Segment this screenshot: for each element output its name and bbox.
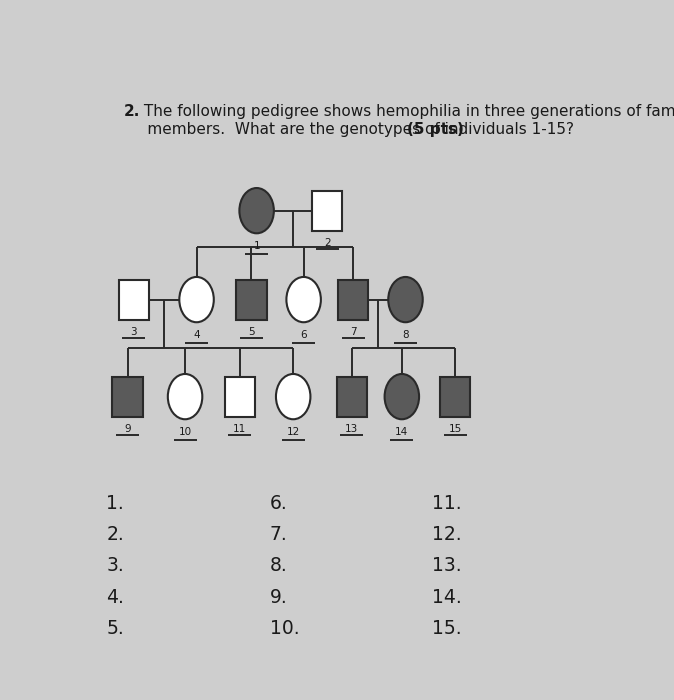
Ellipse shape [239,188,274,233]
Text: 7.: 7. [270,525,287,544]
Text: 3: 3 [131,326,137,337]
Bar [440,377,470,416]
Bar [338,280,369,319]
Text: 6: 6 [301,330,307,340]
Ellipse shape [179,277,214,322]
Text: 7: 7 [350,326,357,337]
Ellipse shape [385,374,419,419]
Bar [224,377,255,416]
Text: 1: 1 [253,241,260,251]
Bar [119,280,149,319]
Bar [237,280,266,319]
Text: 12.: 12. [431,525,461,544]
Text: 2.: 2. [123,104,140,120]
Ellipse shape [276,374,311,419]
Text: 12: 12 [286,427,300,438]
Text: 8: 8 [402,330,409,340]
Text: 10: 10 [179,427,191,438]
Bar [312,190,342,230]
Text: 9: 9 [124,424,131,433]
Text: (5 pts): (5 pts) [407,122,464,137]
Text: 15: 15 [448,424,462,433]
Text: members.  What are the genotypes of individuals 1-15?: members. What are the genotypes of indiv… [123,122,579,137]
Text: 15.: 15. [431,619,461,638]
Text: 4.: 4. [106,587,124,607]
Text: 2: 2 [324,237,330,248]
Text: 3.: 3. [106,556,124,575]
Text: 10.: 10. [270,619,299,638]
Ellipse shape [388,277,423,322]
Text: The following pedigree shows hemophilia in three generations of family: The following pedigree shows hemophilia … [139,104,674,120]
Text: 8.: 8. [270,556,287,575]
Text: 11.: 11. [431,494,461,513]
Text: 11: 11 [233,424,247,433]
Bar [113,377,143,416]
Text: 4: 4 [193,330,200,340]
Text: 13: 13 [345,424,359,433]
Ellipse shape [286,277,321,322]
Text: 14.: 14. [431,587,462,607]
Text: 13.: 13. [431,556,461,575]
Text: 5: 5 [248,326,255,337]
Text: 1.: 1. [106,494,124,513]
Text: 6.: 6. [270,494,287,513]
Text: 5.: 5. [106,619,124,638]
Ellipse shape [168,374,202,419]
Text: 2.: 2. [106,525,124,544]
Text: 14: 14 [395,427,408,438]
Bar [336,377,367,416]
Text: 9.: 9. [270,587,287,607]
